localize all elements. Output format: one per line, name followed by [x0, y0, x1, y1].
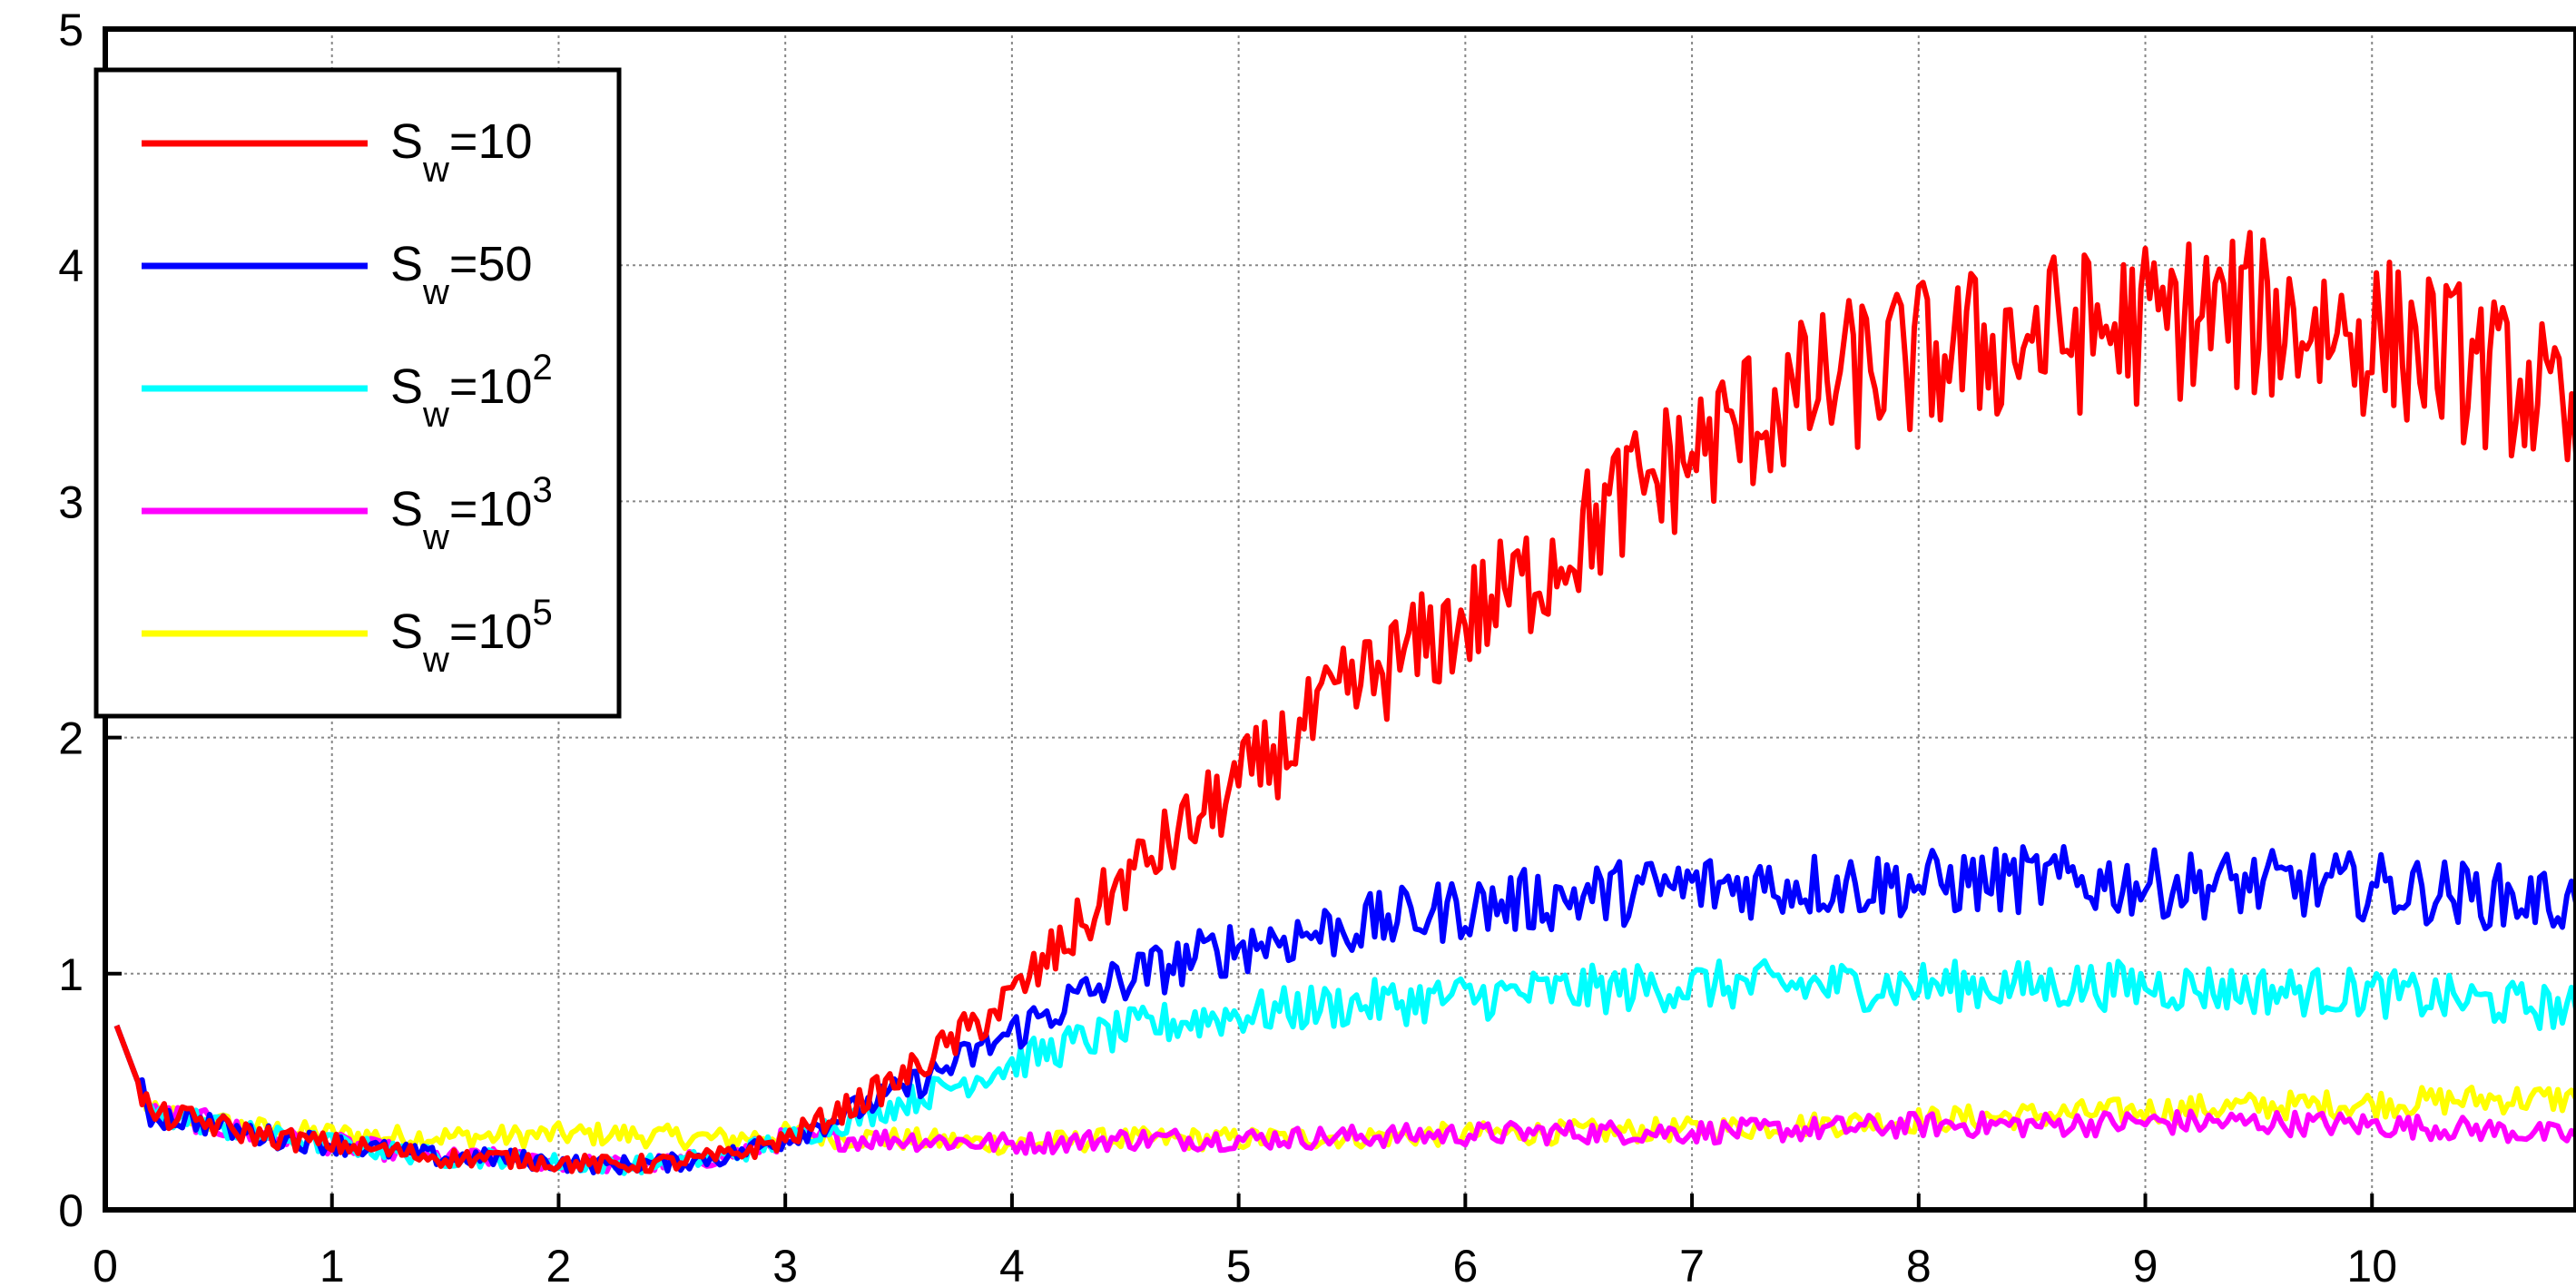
legend: Sw=10 Sw=50 Sw=102 Sw=103 Sw=105: [93, 67, 622, 719]
y-tick-label: 0: [58, 1185, 84, 1236]
x-tick-label: 6: [1452, 1241, 1478, 1287]
x-tick-label: 0: [93, 1241, 118, 1287]
legend-label: Sw=103: [390, 470, 553, 557]
x-tick-label: 4: [999, 1241, 1025, 1287]
x-tick-label: 8: [1906, 1241, 1932, 1287]
y-tick-label: 2: [58, 713, 84, 764]
x-tick-label: 9: [2133, 1241, 2158, 1287]
legend-label: Sw=102: [390, 348, 553, 435]
series-line-0: [113, 230, 2576, 1174]
legend-label: Sw=10: [390, 114, 533, 190]
x-tick-label: 2: [546, 1241, 572, 1287]
x-tick-label: 3: [772, 1241, 798, 1287]
y-tick-label: 1: [58, 949, 84, 1000]
x-tick-label: 7: [1679, 1241, 1705, 1287]
series-line-3: [113, 1024, 2576, 1175]
series-line-1: [113, 844, 2576, 1176]
y-tick-label: 3: [58, 476, 84, 527]
y-tick-label: 5: [58, 5, 84, 55]
legend-label: Sw=105: [390, 593, 553, 680]
series-lines: [113, 230, 2576, 1176]
grid-lines: [105, 29, 2576, 1210]
legend-box: [93, 67, 622, 719]
x-tick-label: 10: [2346, 1241, 2397, 1287]
legend-label: Sw=50: [390, 237, 533, 312]
x-tick-label: 1: [320, 1241, 345, 1287]
axis-ticks: 0 1 2 3 4 5 6 7 8 9 10 0 1 2 3 4 5: [58, 5, 2397, 1287]
y-tick-label: 4: [58, 241, 84, 291]
x-tick-label: 5: [1226, 1241, 1252, 1287]
